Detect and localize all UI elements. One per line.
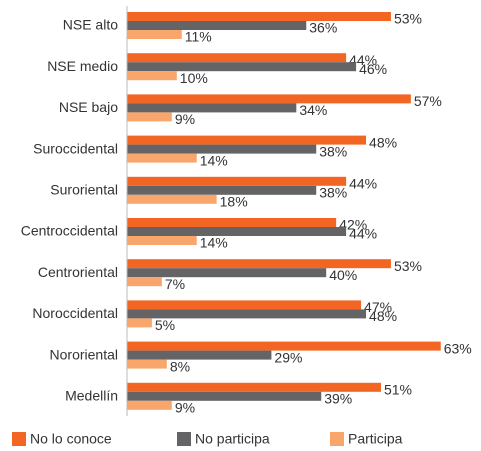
category-label: Nororiental [50, 346, 118, 362]
value-label: 36% [309, 20, 337, 36]
value-label: 38% [319, 185, 347, 201]
bar [127, 12, 391, 21]
value-label: 44% [349, 176, 377, 192]
bar [127, 218, 337, 227]
category-label: Noroccidental [32, 305, 118, 321]
legend-label: No participa [195, 431, 270, 447]
bar [127, 112, 172, 122]
bar [127, 53, 347, 63]
value-label: 5% [155, 317, 175, 333]
value-label: 10% [180, 70, 208, 86]
bar [127, 382, 381, 392]
category-label: Suroriental [50, 182, 118, 198]
bar [127, 318, 152, 328]
value-label: 40% [329, 267, 357, 283]
value-label: 46% [359, 61, 387, 77]
bar [127, 135, 367, 145]
bar [127, 62, 357, 72]
value-label: 53% [394, 258, 422, 274]
bar [127, 103, 297, 113]
bar [127, 359, 167, 369]
category-label: NSE bajo [59, 99, 118, 115]
bar [127, 341, 441, 351]
value-label: 14% [200, 152, 228, 168]
bar [127, 268, 327, 278]
bar [127, 194, 217, 204]
value-label: 51% [384, 382, 412, 398]
bar [127, 71, 177, 81]
bar [127, 300, 362, 310]
value-label: 57% [414, 93, 442, 109]
category-label: Medellín [65, 388, 118, 404]
value-label: 11% [185, 29, 212, 45]
value-label: 48% [369, 308, 397, 324]
value-label: 63% [444, 340, 472, 356]
value-label: 18% [220, 194, 248, 210]
value-label: 29% [274, 349, 302, 365]
legend-label: No lo conoce [30, 431, 112, 447]
value-label: 8% [170, 358, 190, 374]
value-label: 14% [200, 235, 228, 251]
category-label: Suroccidental [33, 140, 118, 156]
bar [127, 400, 172, 410]
value-label: 38% [319, 143, 347, 159]
bar [127, 176, 347, 186]
legend-swatch [12, 432, 26, 446]
bar [127, 185, 317, 195]
bar [127, 30, 182, 39]
bar [127, 21, 307, 30]
bar [127, 153, 197, 163]
value-label: 39% [324, 391, 352, 407]
legend-swatch [330, 432, 344, 446]
legend-swatch [177, 432, 191, 446]
bar [127, 350, 272, 360]
value-label: 42% [339, 217, 367, 233]
category-label: Centroriental [38, 264, 118, 280]
bar [127, 227, 347, 236]
bar [127, 236, 197, 245]
value-label: 7% [165, 276, 185, 292]
bar [127, 277, 162, 287]
category-label: Centroccidental [21, 223, 118, 239]
category-label: NSE alto [63, 17, 118, 33]
category-label: NSE medio [47, 58, 118, 74]
value-label: 44% [349, 226, 377, 242]
bar [127, 144, 317, 154]
bar [127, 391, 322, 401]
value-label: 9% [175, 400, 195, 416]
value-label: 9% [175, 111, 195, 127]
value-label: 44% [349, 52, 377, 68]
bar [127, 309, 367, 319]
bar [127, 259, 391, 269]
value-label: 48% [369, 134, 397, 150]
bar [127, 94, 411, 104]
legend-label: Participa [348, 431, 403, 447]
value-label: 53% [394, 11, 422, 27]
value-label: 47% [364, 299, 392, 315]
value-label: 34% [299, 102, 327, 118]
